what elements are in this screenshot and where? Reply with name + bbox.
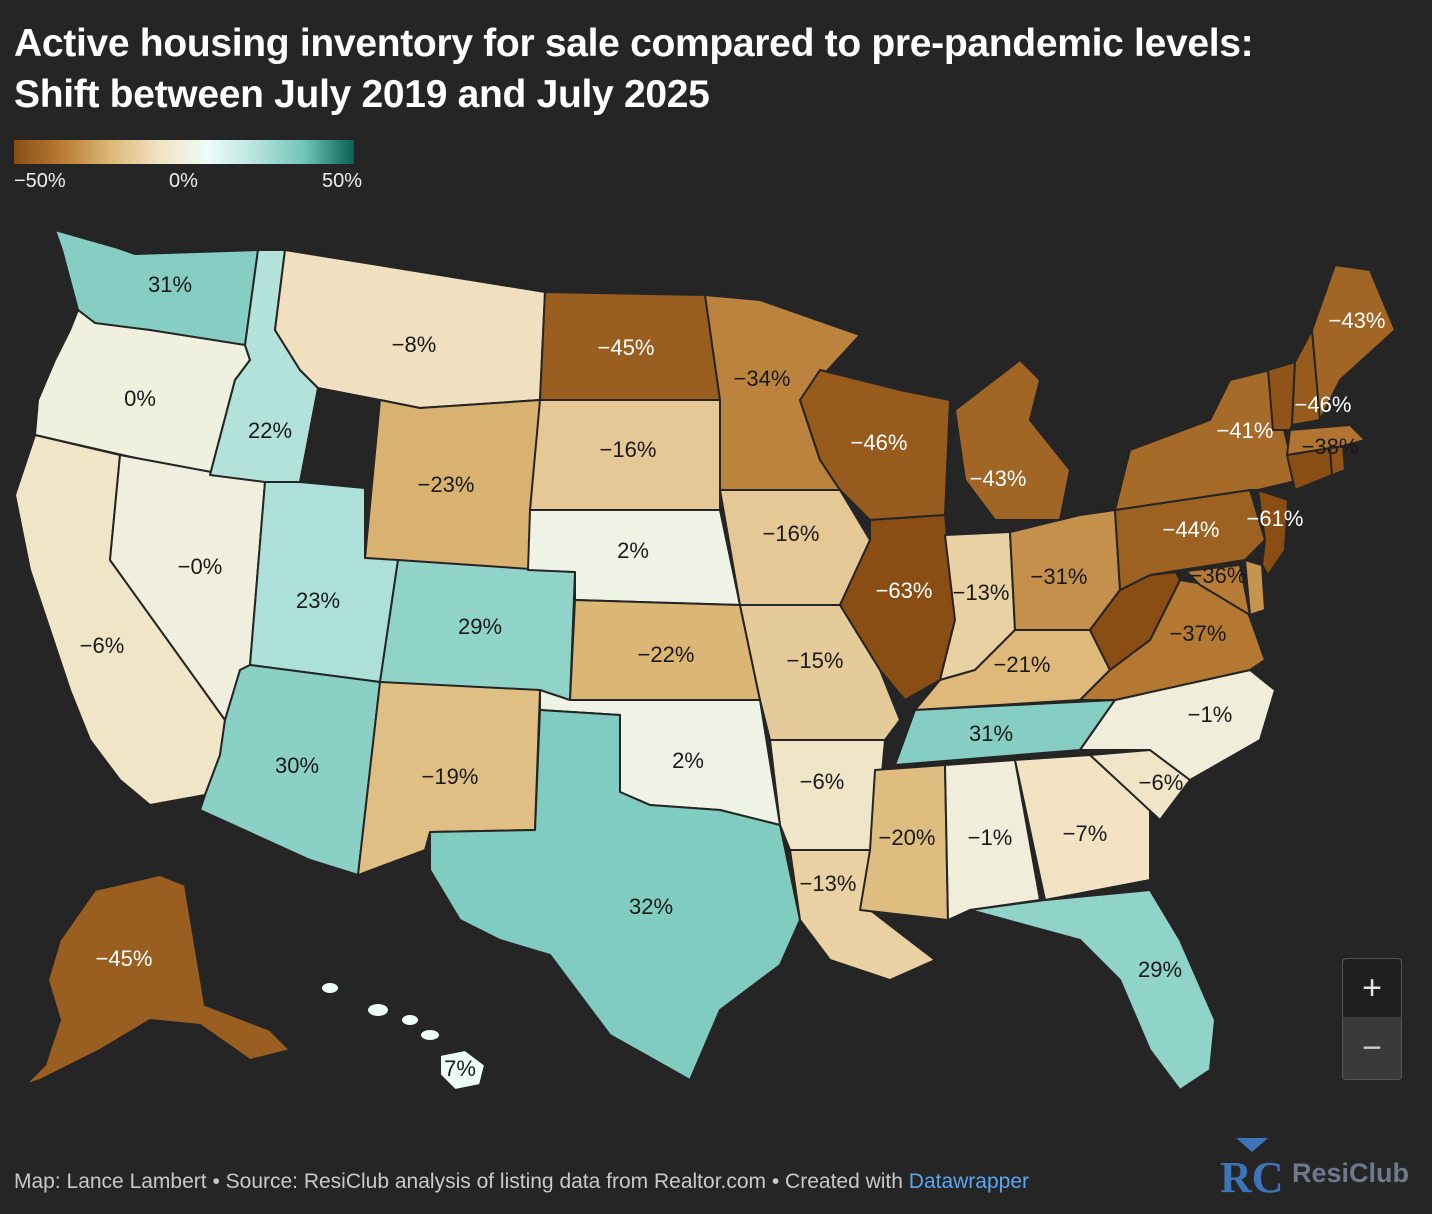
state-ar[interactable]	[769, 739, 886, 851]
state-label-ok: 2%	[672, 748, 704, 773]
state-label-ar: −6%	[800, 769, 845, 794]
state-label-tn: 31%	[969, 721, 1013, 746]
state-label-nh: −46%	[1295, 392, 1352, 417]
state-label-id: 22%	[248, 418, 292, 443]
state-ma[interactable]	[1286, 424, 1366, 456]
state-label-ne: 2%	[617, 538, 649, 563]
zoom-control: + −	[1342, 958, 1402, 1080]
state-hi[interactable]	[439, 1049, 486, 1091]
state-label-me: −43%	[1329, 308, 1386, 333]
logo-mark-text: RC	[1220, 1153, 1284, 1198]
state-tx[interactable]	[429, 709, 801, 1081]
state-me[interactable]	[1311, 264, 1396, 421]
state-label-il: −63%	[876, 578, 933, 603]
state-label-or: 0%	[124, 386, 156, 411]
title-line-2: Shift between July 2019 and July 2025	[14, 73, 710, 116]
state-label-pa: −44%	[1163, 517, 1220, 542]
state-label-nm: −19%	[422, 764, 479, 789]
color-legend: −50% 0% 50%	[14, 140, 362, 196]
state-label-va: −37%	[1170, 621, 1227, 646]
state-label-ky: −21%	[994, 652, 1051, 677]
state-mt[interactable]	[274, 249, 546, 409]
us-choropleth-map[interactable]: 31% 0% −6% −0% 22% −8% −23% 23% 30% 29% −19% −45% −1…	[0, 220, 1432, 1120]
state-label-az: 30%	[275, 753, 319, 778]
state-vt[interactable]	[1267, 361, 1296, 431]
state-label-in: −13%	[953, 580, 1010, 605]
title-line-1: Active housing inventory for sale compar…	[14, 22, 1254, 65]
state-label-sd: −16%	[600, 437, 657, 462]
datawrapper-link[interactable]: Datawrapper	[908, 1170, 1030, 1193]
footer-text: Map: Lance Lambert • Source: ResiClub an…	[14, 1170, 909, 1193]
state-label-nd: −45%	[598, 335, 655, 360]
state-label-mt: −8%	[392, 332, 437, 357]
state-ga[interactable]	[1014, 754, 1151, 901]
legend-min-label: −50%	[14, 170, 66, 192]
state-label-ks: −22%	[638, 642, 695, 667]
state-label-ms: −20%	[879, 825, 936, 850]
state-label-ca: −6%	[80, 633, 125, 658]
state-label-oh: −31%	[1031, 564, 1088, 589]
state-label-wi: −46%	[851, 430, 908, 455]
state-label-sc: −6%	[1139, 770, 1184, 795]
resiclub-logo-icon: RC	[1220, 1138, 1284, 1202]
state-label-mn: −34%	[734, 366, 791, 391]
state-label-tx: 32%	[629, 894, 673, 919]
state-de[interactable]	[1244, 559, 1266, 616]
state-ms[interactable]	[859, 764, 949, 921]
resiclub-logo: RC ResiClub	[1218, 1134, 1418, 1202]
logo-wordmark: ResiClub	[1292, 1158, 1410, 1188]
state-label-al: −1%	[968, 825, 1013, 850]
zoom-in-button[interactable]: +	[1343, 959, 1401, 1017]
state-label-ia: −16%	[763, 521, 820, 546]
state-label-nj: −61%	[1247, 506, 1304, 531]
hawaii-island	[421, 1030, 439, 1040]
state-mi[interactable]	[954, 359, 1071, 521]
state-label-la: −13%	[800, 871, 857, 896]
state-label-wa: 31%	[148, 272, 192, 297]
state-label-mi: −43%	[970, 466, 1027, 491]
legend-mid-label: 0%	[169, 170, 198, 192]
state-label-mo: −15%	[787, 648, 844, 673]
state-fl[interactable]	[969, 889, 1216, 1091]
legend-max-label: 50%	[322, 170, 363, 192]
legend-gradient-bar	[14, 140, 354, 164]
state-label-ma: −38%	[1302, 434, 1359, 459]
state-label-nv: −0%	[178, 554, 223, 579]
state-label-fl: 29%	[1138, 957, 1182, 982]
state-label-ny: −41%	[1217, 418, 1274, 443]
state-label-nc: −1%	[1188, 702, 1233, 727]
state-label-co: 29%	[458, 614, 502, 639]
zoom-out-button[interactable]: −	[1362, 1029, 1382, 1067]
hawaii-island	[368, 1004, 388, 1016]
state-label-wy: −23%	[418, 472, 475, 497]
state-label-ga: −7%	[1063, 821, 1108, 846]
hawaii-island	[402, 1015, 418, 1025]
state-label-ak: −45%	[96, 946, 153, 971]
hawaii-island	[322, 983, 338, 993]
state-nj[interactable]	[1257, 489, 1289, 576]
chart-title: Active housing inventory for sale compar…	[14, 18, 1414, 120]
state-label-ut: 23%	[296, 588, 340, 613]
state-label-md: −36%	[1190, 563, 1247, 588]
footer-credits: Map: Lance Lambert • Source: ResiClub an…	[14, 1170, 1029, 1194]
state-label-hi: 7%	[444, 1056, 476, 1081]
state-ak[interactable]	[24, 874, 291, 1086]
